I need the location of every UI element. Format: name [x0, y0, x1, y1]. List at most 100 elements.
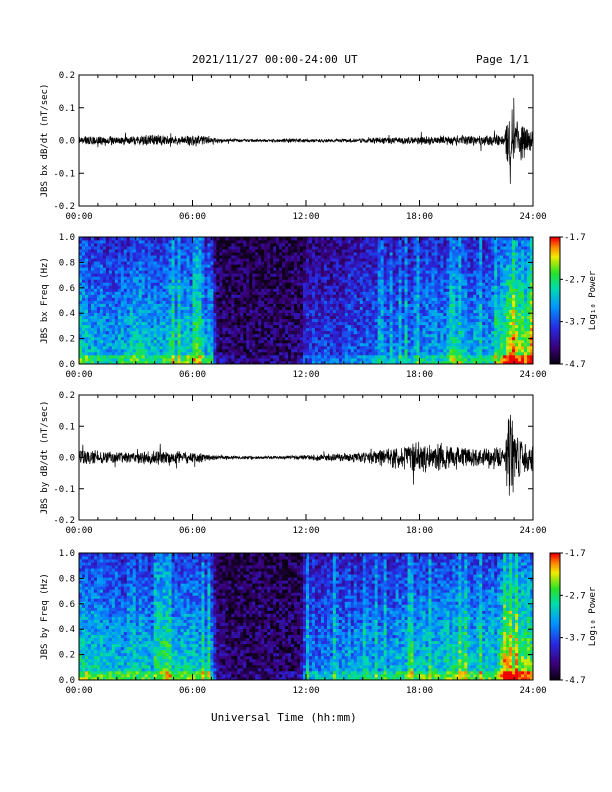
spectrogram-cell: [291, 264, 295, 268]
spectrogram-cell: [422, 339, 426, 344]
spectrogram-cell: [419, 291, 423, 295]
spectrogram-cell: [368, 333, 373, 338]
spectrogram-cell: [240, 336, 244, 341]
spectrogram-cell: [132, 324, 137, 329]
spectrogram-cell: [153, 330, 158, 335]
spectrogram-cell: [120, 303, 125, 307]
spectrogram-cell: [407, 351, 411, 356]
spectrogram-cell: [261, 288, 265, 292]
spectrogram-cell: [347, 306, 352, 310]
spectrogram-cell: [105, 351, 110, 356]
spectrogram-cell: [362, 354, 367, 359]
spectrogram-cell: [195, 240, 199, 244]
spectrogram-cell: [114, 306, 119, 310]
spectrogram-cell: [201, 345, 205, 350]
spectrogram-cell: [204, 354, 208, 359]
spectrogram-cell: [117, 315, 122, 320]
spectrogram-cell: [258, 279, 262, 283]
spectrogram-cell: [386, 330, 391, 335]
spectrogram-cell: [189, 270, 193, 274]
spectrogram-cell: [126, 246, 131, 250]
spectrogram-cell: [96, 327, 101, 332]
spectrogram-cell: [195, 324, 199, 329]
spectrogram-cell: [99, 306, 104, 310]
spectrogram-cell: [279, 351, 283, 356]
spectrogram-cell: [365, 252, 370, 256]
spectrogram-cell: [87, 342, 92, 347]
spectrogram-cell: [240, 330, 244, 335]
spectrogram-cell: [359, 297, 364, 301]
spectrogram-cell: [198, 309, 202, 313]
spectrogram-cell: [108, 345, 113, 350]
spectrogram-cell: [147, 342, 152, 347]
spectrogram-cell: [144, 243, 149, 247]
spectrogram-cell: [117, 327, 122, 332]
spectrogram-cell: [108, 297, 113, 301]
spectrogram-cell: [246, 288, 250, 292]
spectrogram-cell: [174, 252, 178, 256]
spectrogram-cell: [261, 273, 265, 277]
spectrogram-cell: [371, 246, 376, 250]
spectrogram-cell: [171, 339, 175, 344]
spectrogram-cell: [425, 261, 429, 265]
spectrogram-cell: [204, 348, 208, 353]
spectrogram-cell: [261, 306, 265, 310]
spectrogram-cell: [291, 357, 295, 362]
spectrogram-cell: [213, 273, 217, 277]
spectrogram-cell: [303, 294, 307, 298]
spectrogram-cell: [282, 345, 286, 350]
spectrogram-cell: [189, 288, 193, 292]
spectrogram-cell: [111, 282, 116, 286]
spectrogram-cell: [356, 258, 361, 262]
spectrogram-cell: [329, 285, 334, 289]
spectrogram-cell: [323, 315, 328, 320]
spectrogram-cell: [401, 312, 405, 317]
spectrogram-cell: [213, 294, 217, 298]
spectrogram-cell: [392, 333, 397, 338]
spectrogram-cell: [198, 312, 202, 317]
spectrogram-cell: [374, 333, 379, 338]
spectrogram-cell: [228, 297, 232, 301]
spectrogram-cell: [246, 276, 250, 280]
spectrogram-cell: [177, 249, 181, 253]
spectrogram-cell: [380, 312, 385, 317]
spectrogram-cell: [362, 267, 367, 271]
spectrogram-cell: [329, 237, 334, 241]
spectrogram-cell: [320, 336, 325, 341]
spectrogram-cell: [326, 342, 331, 347]
spectrogram-cell: [216, 333, 220, 338]
spectrogram-cell: [225, 315, 229, 320]
spectrogram-cell: [288, 270, 292, 274]
spectrogram-cell: [320, 351, 325, 356]
spectrogram-cell: [389, 249, 394, 253]
spectrogram-cell: [243, 297, 247, 301]
spectrogram-cell: [410, 285, 414, 289]
spectrogram-cell: [335, 240, 340, 244]
spectrogram-cell: [294, 351, 298, 356]
spectrogram-cell: [288, 264, 292, 268]
spectrogram-cell: [129, 246, 134, 250]
spectrogram-cell: [335, 342, 340, 347]
spectrogram-cell: [407, 360, 411, 365]
spectrogram-cell: [207, 333, 211, 338]
spectrogram-cell: [308, 270, 313, 274]
spectrogram-cell: [329, 282, 334, 286]
spectrogram-cell: [383, 270, 388, 274]
spectrogram-cell: [338, 288, 343, 292]
spectrogram-cell: [377, 303, 382, 307]
spectrogram-cell: [126, 297, 131, 301]
spectrogram-cell: [374, 357, 379, 362]
spectrogram-cell: [81, 267, 86, 271]
spectrogram-cell: [273, 246, 277, 250]
spectrogram-cell: [126, 345, 131, 350]
spectrogram-cell: [306, 303, 310, 307]
spectrogram-cell: [374, 288, 379, 292]
spectrogram-cell: [81, 315, 86, 320]
spectrogram-cell: [294, 282, 298, 286]
spectrogram-cell: [311, 360, 316, 365]
spectrogram-cell: [144, 354, 149, 359]
spectrogram-cell: [159, 345, 164, 350]
spectrogram-cell: [177, 321, 181, 326]
spectrogram-cell: [159, 315, 164, 320]
spectrogram-cell: [171, 357, 175, 362]
